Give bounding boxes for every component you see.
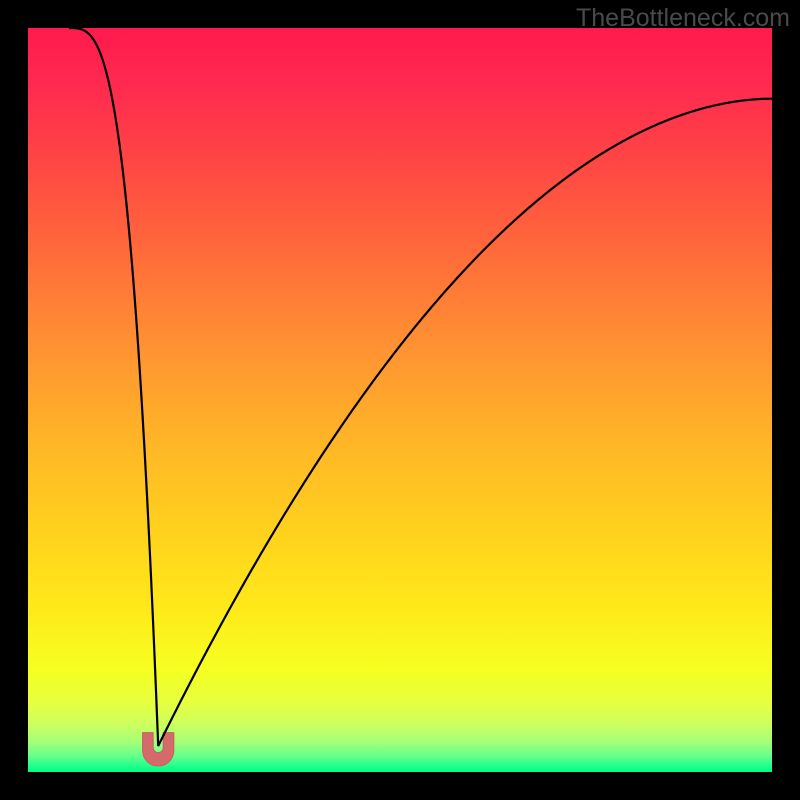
chart-stage: TheBottleneck.com <box>0 0 800 800</box>
bottleneck-curve <box>69 28 772 746</box>
curve-layer <box>28 28 772 772</box>
watermark-text: TheBottleneck.com <box>576 4 790 33</box>
plot-area <box>28 28 772 772</box>
